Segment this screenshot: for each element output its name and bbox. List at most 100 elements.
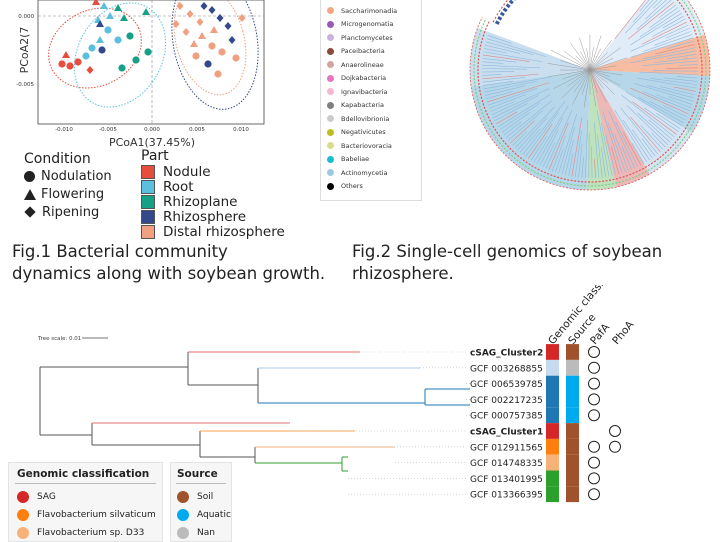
- phoa-presence-icon: [610, 441, 621, 452]
- leaf-label: GCF 013401995: [470, 475, 543, 485]
- scatter-point: [198, 32, 206, 39]
- condition-item-ripening: Ripening: [24, 203, 134, 221]
- scatter-point: [132, 56, 139, 63]
- tree-scale-label: Tree scale: 0.01: [37, 336, 81, 342]
- source-cell: [566, 407, 579, 423]
- color-swatch: [141, 210, 155, 224]
- source-cell: [566, 344, 579, 360]
- scatter-point: [229, 36, 236, 44]
- scatter-point: [232, 54, 239, 61]
- fig2-legend-item: Bacteriovoracia: [327, 139, 421, 153]
- color-swatch: [141, 180, 155, 194]
- scatter-point: [74, 58, 81, 65]
- circle-icon: [327, 102, 334, 109]
- circle-icon: [327, 169, 334, 176]
- scatter-point: [201, 2, 208, 10]
- fig2-legend-item: Planctomycetes: [327, 31, 421, 45]
- genomic-classification-cell: [546, 344, 559, 360]
- pafa-presence-icon: [589, 457, 600, 468]
- color-swatch: [141, 195, 155, 209]
- scatter-point: [204, 60, 211, 67]
- legend-item: SAG: [17, 488, 162, 506]
- scatter-point: [144, 48, 151, 55]
- legend-item: Nan: [177, 524, 231, 542]
- x-tick-label: 0.010: [233, 127, 249, 133]
- condition-legend-title: Condition: [24, 151, 134, 167]
- circle-icon: [177, 491, 189, 503]
- pafa-presence-icon: [589, 473, 600, 484]
- fig1-pcoa-plot: 0.000 -0.005 -0.010 -0.005 0.000 0.005 0…: [0, 0, 320, 150]
- color-swatch: [141, 165, 155, 179]
- fig2-legend-item: Kapabacteria: [327, 99, 421, 113]
- pafa-presence-icon: [589, 410, 600, 421]
- tree-branch: [579, 38, 590, 70]
- leaf-label: GCF 006539785: [470, 380, 543, 390]
- scatter-point: [208, 42, 215, 49]
- col-header-phoa: PhoA: [610, 318, 637, 347]
- source-cell: [566, 376, 579, 392]
- genomic-classification-cell: [546, 439, 559, 455]
- fig1-caption: Fig.1 Bacterial community dynamics along…: [12, 241, 325, 285]
- pafa-presence-icon: [589, 394, 600, 405]
- scatter-point: [187, 10, 194, 18]
- scatter-point: [114, 4, 122, 11]
- fig2-legend-item: Negativicutes: [327, 126, 421, 140]
- scatter-point: [197, 18, 204, 26]
- circle-icon: [177, 527, 189, 539]
- scatter-point: [100, 2, 108, 9]
- circle-icon: [24, 171, 35, 182]
- part-item: Nodule: [141, 164, 321, 179]
- leaf-label: GCF 012911565: [470, 443, 543, 453]
- genomic-classification-cell: [546, 455, 559, 471]
- part-item: Rhizosphere: [141, 209, 321, 224]
- fig2-legend-item: Actinomycetia: [327, 166, 421, 180]
- circle-icon: [17, 509, 29, 521]
- scatter-point: [177, 2, 184, 10]
- pafa-presence-icon: [589, 378, 600, 389]
- leaf-label: GCF 013366395: [470, 491, 543, 501]
- source-cell: [566, 392, 579, 408]
- fig2-legend-item: Bdellovibrionia: [327, 112, 421, 126]
- circle-icon: [327, 75, 334, 82]
- scatter-point: [173, 20, 180, 28]
- genomic-classification-cell: [546, 360, 559, 376]
- x-tick-label: -0.010: [55, 127, 73, 133]
- genomic-classification-cell: [546, 376, 559, 392]
- fig2-legend-item: Dojkabacteria: [327, 72, 421, 86]
- part-item: Distal rhizosphere: [141, 224, 321, 239]
- pafa-presence-icon: [589, 347, 600, 358]
- leaf-label: GCF 002217235: [470, 396, 543, 406]
- leaf-label: cSAG_Cluster2: [470, 349, 543, 359]
- leaf-label: GCF 000757385: [470, 412, 543, 422]
- part-item: Root: [141, 179, 321, 194]
- circle-icon: [327, 34, 334, 41]
- condition-item-nodulation: Nodulation: [24, 167, 134, 185]
- color-swatch: [141, 225, 155, 239]
- condition-item-flowering: Flowering: [24, 185, 134, 203]
- genomic-classification-cell: [546, 407, 559, 423]
- scatter-point: [118, 64, 125, 71]
- y-tick-label: -0.005: [16, 82, 34, 88]
- fig2-caption: Fig.2 Single-cell genomics of soybean rh…: [352, 241, 662, 285]
- legend-item: Aquatic: [177, 506, 231, 524]
- src-legend-title: Source: [171, 463, 231, 480]
- circle-icon: [327, 183, 334, 190]
- circle-icon: [327, 7, 334, 14]
- scatter-point: [62, 51, 70, 58]
- fig2-legend-item: Saccharimonadia: [327, 4, 421, 18]
- leaf-label: cSAG_Cluster1: [470, 428, 543, 438]
- leaf-label: GCF 003268855: [470, 364, 543, 374]
- y-axis-label: PCoA2(7: [18, 27, 31, 74]
- x-tick-label: 0.005: [189, 127, 205, 133]
- circle-icon: [327, 21, 334, 28]
- fig2-circular-tree: [420, 0, 720, 230]
- pafa-presence-icon: [589, 441, 600, 452]
- legend-item: Flavobacterium silvaticum: [17, 506, 162, 524]
- scatter-point: [82, 52, 89, 59]
- fig2-legend-item: Others: [327, 180, 421, 194]
- circle-icon: [327, 129, 334, 136]
- scatter-point: [88, 44, 95, 51]
